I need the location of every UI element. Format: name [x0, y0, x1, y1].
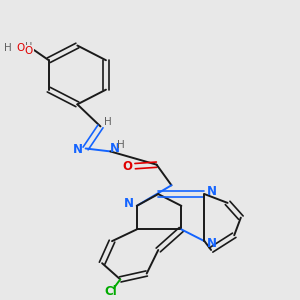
Text: N: N: [110, 142, 120, 155]
Text: N: N: [207, 237, 217, 250]
Text: O: O: [123, 160, 133, 172]
Text: N: N: [73, 143, 83, 157]
Text: H: H: [117, 140, 125, 150]
Text: H: H: [4, 43, 12, 53]
Text: O: O: [25, 46, 33, 56]
Text: H: H: [25, 42, 33, 52]
Text: N: N: [207, 185, 217, 198]
Text: H: H: [104, 117, 112, 127]
Text: N: N: [124, 197, 134, 210]
Text: O: O: [16, 43, 25, 53]
Text: Cl: Cl: [104, 285, 117, 298]
